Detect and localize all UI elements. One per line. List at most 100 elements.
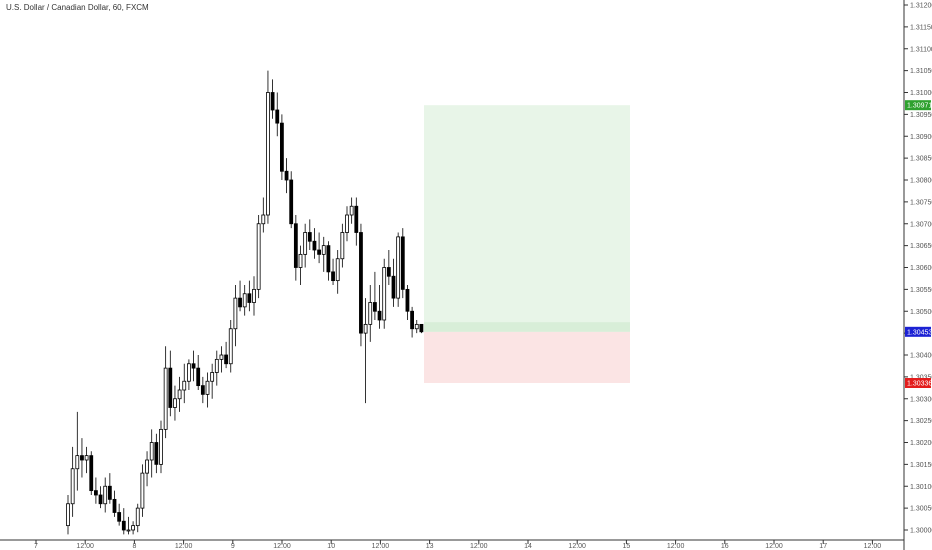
time-tick-label: 7 bbox=[34, 543, 38, 550]
candle-body bbox=[317, 249, 322, 255]
price-axis: 1.31200 1.31150 1.31100 1.31050 1.31000 1.309… bbox=[904, 3, 932, 535]
candle-body bbox=[293, 223, 298, 268]
time-tick-label: 14 bbox=[524, 543, 532, 550]
candle-body bbox=[289, 179, 294, 225]
time-tick-label: 12:00 bbox=[667, 543, 685, 550]
candle-body bbox=[256, 223, 261, 290]
candle-body bbox=[419, 323, 424, 333]
candle-body bbox=[307, 232, 312, 242]
candle bbox=[168, 350, 173, 417]
candle-body bbox=[107, 485, 112, 500]
candle bbox=[359, 223, 363, 347]
time-tick-label: 12:00 bbox=[765, 543, 783, 550]
candle-body bbox=[359, 232, 363, 334]
candle bbox=[219, 346, 224, 373]
candle-body bbox=[340, 232, 345, 260]
price-badge-label: 1.30453 bbox=[907, 329, 932, 336]
candle bbox=[210, 363, 215, 399]
price-tick-label: 1.30350 bbox=[910, 374, 932, 381]
time-tick-label: 12:00 bbox=[175, 543, 193, 550]
candle bbox=[368, 285, 373, 342]
price-tick-label: 1.31050 bbox=[910, 68, 932, 75]
time-tick-label: 12:00 bbox=[372, 543, 390, 550]
price-tick-label: 1.30400 bbox=[910, 353, 932, 360]
chart-title: U.S. Dollar / Canadian Dollar, 60, FXCM bbox=[6, 3, 149, 12]
candle-body bbox=[410, 310, 415, 330]
price-tick-label: 1.30050 bbox=[910, 506, 932, 513]
price-tick-label: 1.30200 bbox=[910, 440, 932, 447]
price-tick-label: 1.30650 bbox=[910, 243, 932, 250]
candle-body bbox=[177, 389, 182, 400]
candle-body bbox=[261, 214, 266, 225]
candle bbox=[214, 350, 219, 386]
price-tick-label: 1.30550 bbox=[910, 287, 932, 294]
candle bbox=[321, 236, 326, 272]
candle-body bbox=[238, 297, 242, 308]
candle bbox=[349, 197, 354, 224]
price-tick-label: 1.30850 bbox=[910, 156, 932, 163]
candle bbox=[145, 451, 149, 487]
candle bbox=[89, 451, 94, 495]
candle-body bbox=[312, 240, 317, 251]
candle-body bbox=[196, 367, 201, 387]
time-tick-label: 15 bbox=[623, 543, 631, 550]
candle bbox=[66, 495, 70, 535]
candle-body bbox=[219, 354, 224, 360]
candle-body bbox=[270, 92, 275, 111]
candle-body bbox=[145, 459, 149, 474]
price-tick-label: 1.30100 bbox=[910, 484, 932, 491]
candle-body bbox=[224, 354, 229, 365]
candle bbox=[317, 232, 322, 264]
candle-body bbox=[414, 323, 419, 330]
time-tick-label: 13 bbox=[426, 543, 434, 550]
candle bbox=[289, 171, 294, 229]
price-tick-label: 1.30150 bbox=[910, 462, 932, 469]
candle bbox=[372, 271, 377, 320]
candle-body bbox=[331, 271, 335, 282]
candle bbox=[405, 285, 410, 320]
candle-body bbox=[75, 455, 80, 470]
candle bbox=[196, 355, 201, 390]
candle bbox=[242, 285, 247, 316]
candle-body bbox=[186, 363, 191, 382]
candle-body bbox=[205, 380, 210, 395]
price-tick-label: 1.30750 bbox=[910, 199, 932, 206]
price-tick-label: 1.30950 bbox=[910, 112, 932, 119]
time-tick-label: 12:00 bbox=[273, 543, 291, 550]
candle-body bbox=[405, 288, 410, 312]
candle bbox=[84, 446, 89, 474]
price-tick-label: 1.30600 bbox=[910, 265, 932, 272]
candle bbox=[75, 411, 80, 491]
candle bbox=[340, 223, 345, 268]
candle bbox=[307, 219, 312, 250]
candle-body bbox=[242, 293, 247, 308]
price-badge-box bbox=[905, 100, 931, 111]
candle-body bbox=[182, 380, 187, 391]
candle bbox=[252, 276, 256, 316]
price-tick-label: 1.30500 bbox=[910, 309, 932, 316]
candle bbox=[284, 158, 289, 194]
candle-body bbox=[275, 109, 280, 124]
price-tick-label: 1.30800 bbox=[910, 178, 932, 185]
candle bbox=[312, 228, 317, 259]
candle bbox=[205, 372, 210, 408]
candle bbox=[233, 285, 238, 347]
price-badges: 1.30971 1.30453 1.30336 bbox=[905, 100, 932, 388]
candle-body bbox=[112, 498, 117, 513]
candle bbox=[382, 258, 387, 329]
candle bbox=[331, 258, 335, 285]
candle bbox=[275, 92, 280, 137]
candle-body bbox=[321, 245, 326, 255]
position-zones bbox=[424, 105, 630, 383]
candle-body bbox=[368, 302, 373, 325]
candle bbox=[200, 376, 205, 404]
candle-body bbox=[84, 455, 89, 461]
candle-body bbox=[386, 267, 391, 277]
candle-body bbox=[382, 267, 387, 321]
candle-body bbox=[354, 205, 359, 233]
loss-zone bbox=[424, 331, 630, 383]
candle-body bbox=[279, 122, 284, 172]
candle-body bbox=[103, 485, 108, 505]
candle bbox=[414, 320, 419, 334]
